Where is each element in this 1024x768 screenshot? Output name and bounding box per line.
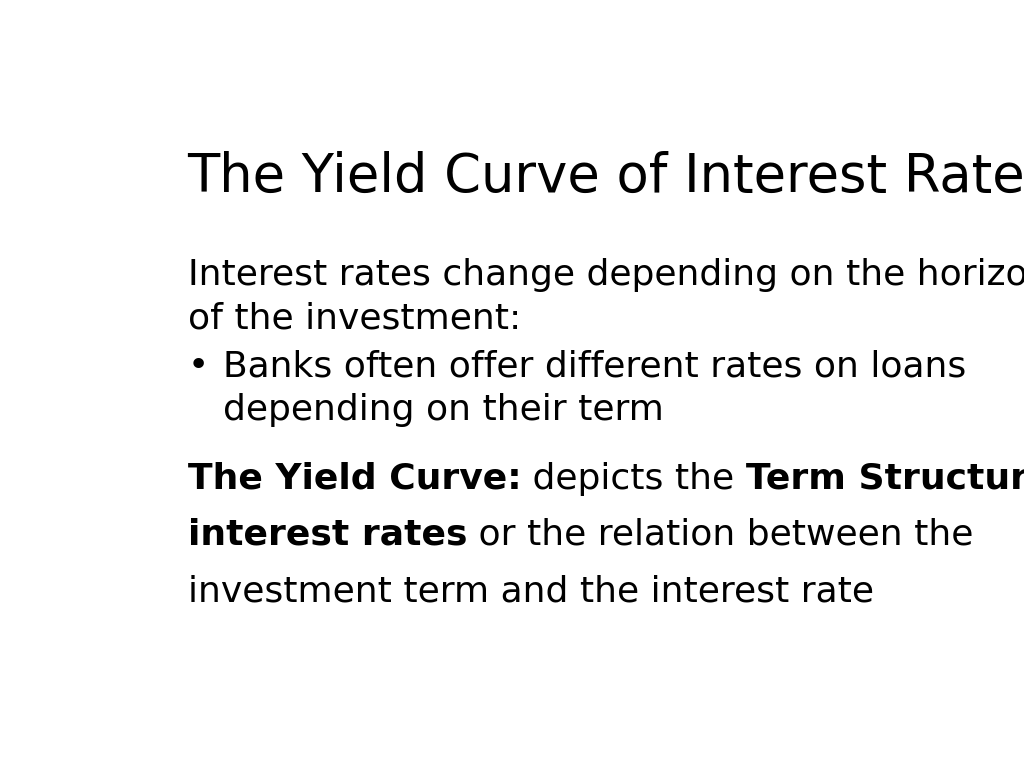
Text: investment term and the interest rate: investment term and the interest rate (187, 574, 873, 608)
Text: The Yield Curve:: The Yield Curve: (187, 462, 521, 496)
Text: Interest rates change depending on the horizon
of the investment:: Interest rates change depending on the h… (187, 258, 1024, 335)
Text: interest rates: interest rates (187, 518, 467, 552)
Text: depicts the: depicts the (521, 462, 745, 496)
Text: or the relation between the: or the relation between the (467, 518, 974, 552)
Text: Banks often offer different rates on loans
depending on their term: Banks often offer different rates on loa… (223, 349, 967, 427)
Text: Term Structure of: Term Structure of (745, 462, 1024, 496)
Text: The Yield Curve of Interest Rates: The Yield Curve of Interest Rates (187, 151, 1024, 204)
Text: •: • (187, 349, 209, 383)
